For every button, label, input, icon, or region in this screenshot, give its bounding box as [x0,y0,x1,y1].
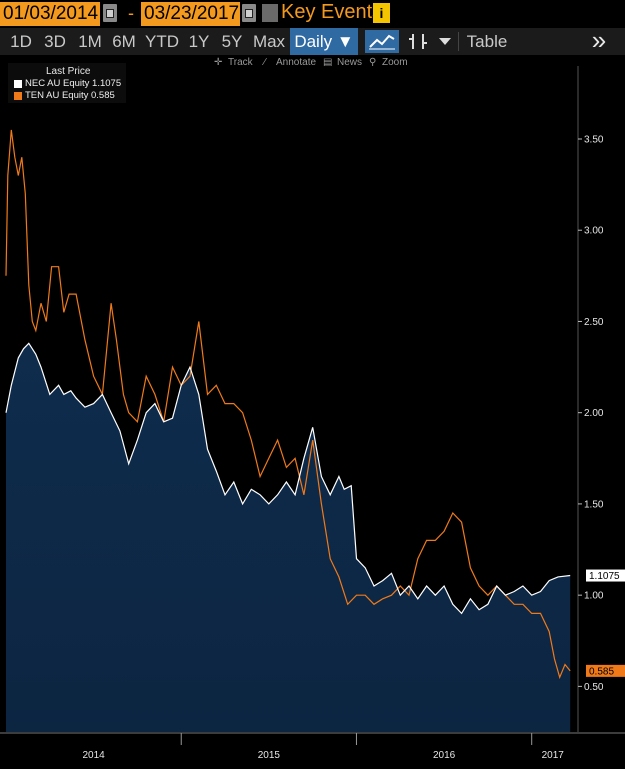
expand-more-icon[interactable]: » [591,25,607,55]
y-tick-label: 3.50 [584,134,604,145]
x-axis-band [0,732,625,769]
start-calendar-icon[interactable] [103,4,117,22]
track-icon: ✛ [214,57,223,68]
period-1m-button[interactable]: 1M [78,32,102,51]
zoom-icon: ⚲ [369,57,377,68]
end-date-field[interactable]: 03/23/2017 [141,2,240,26]
y-tick-label: 1.50 [584,499,604,510]
key-events-checkbox[interactable] [262,4,278,22]
nec-tag-bg [586,569,625,582]
chart-toolbar: 1D 3D 1M 6M YTD 1Y 5Y Max Daily ▼ Table … [0,25,625,55]
period-5y-button[interactable]: 5Y [221,32,243,51]
y-tick-label: 3.00 [584,226,604,237]
nec-area-fill [6,343,571,732]
frequency-dropdown[interactable]: Daily ▼ [290,28,358,55]
chart-legend: Last Price NEC AU Equity 1.1075 TEN AU E… [8,63,126,103]
y-tick-label: 2.50 [584,317,604,328]
period-max-button[interactable]: Max [252,32,286,51]
period-ytd-button[interactable]: YTD [145,32,179,51]
legend-swatch-nec [14,80,22,88]
chart-tools-bar: ✛ Track ∕ Annotate ▤ News ⚲ Zoom [210,57,408,70]
period-6m-button[interactable]: 6M [112,32,136,51]
toolbar-divider [458,32,459,51]
table-button[interactable]: Table [466,32,508,51]
info-icon[interactable]: i [373,3,390,23]
ten-series-line [5,129,571,680]
zoom-tool[interactable]: Zoom [382,57,408,68]
x-tick-label: 2016 [433,750,456,761]
date-range-bar: 01/03/2014 - 03/23/2017 Key Events i [0,0,625,28]
news-icon: ▤ [323,57,333,68]
date-separator: - [128,3,134,23]
key-events-label: Key Events [281,1,383,23]
annotate-icon: ∕ [264,57,266,68]
period-1y-button[interactable]: 1Y [188,32,210,51]
start-date-field[interactable]: 01/03/2014 [0,2,100,26]
candlestick-icon[interactable] [406,31,432,52]
ten-last-value: 0.585 [589,666,614,677]
line-chart-icon[interactable] [365,30,399,53]
period-1d-button[interactable]: 1D [10,32,32,51]
nec-last-value: 1.1075 [589,571,620,582]
legend-title: Last Price [46,66,91,77]
ten-tag-bg [586,664,625,677]
annotate-tool[interactable]: Annotate [276,57,317,68]
track-tool[interactable]: Track [228,57,253,68]
end-calendar-icon[interactable] [242,4,256,22]
chart-type-dropdown-icon[interactable] [439,38,451,45]
x-tick-label: 2015 [258,750,281,761]
y-tick-label: 0.50 [584,682,604,693]
legend-entry-ten: TEN AU Equity 0.585 [25,90,115,101]
price-chart[interactable]: 0.50 1.00 1.50 2.00 2.50 3.00 3.50 2014 2015 2016… [0,56,625,769]
x-tick-label: 2014 [82,750,105,761]
nec-series-line [5,342,571,615]
x-tick-label: 2017 [542,750,565,761]
y-tick-label: 2.00 [584,408,604,419]
period-3d-button[interactable]: 3D [44,32,66,51]
legend-entry-nec: NEC AU Equity 1.1075 [25,78,122,89]
legend-swatch-ten [14,92,22,100]
y-tick-label: 1.00 [584,591,604,602]
news-tool[interactable]: News [337,57,363,68]
